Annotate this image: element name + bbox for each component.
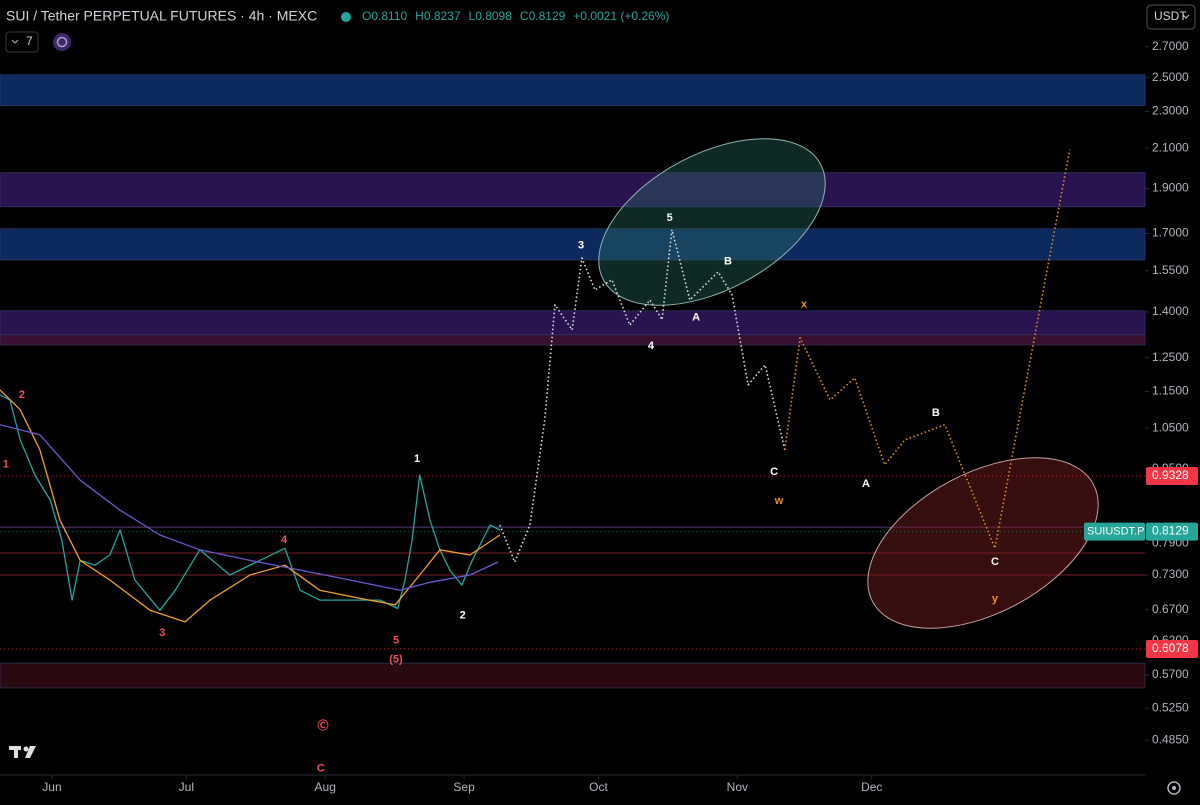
zone (0, 172, 1146, 208)
currency-label: USDT (1154, 9, 1187, 23)
zones (0, 74, 1146, 689)
y-tick-label: 2.3000 (1152, 104, 1189, 118)
wave-label: 5 (667, 212, 673, 224)
y-tick-label: 1.7000 (1152, 226, 1189, 240)
price-tag (1146, 640, 1198, 659)
currency-button[interactable] (1146, 4, 1196, 30)
price-series (0, 389, 501, 623)
zone (0, 74, 1146, 107)
chevron-icon (1182, 14, 1190, 19)
wave-label: 4 (281, 534, 288, 546)
indicator-count: 7 (26, 34, 33, 48)
logo-part (14, 746, 18, 758)
wave-label: 3 (578, 240, 584, 252)
symbol-tag (1084, 522, 1145, 541)
x-tick-label: Sep (453, 780, 475, 794)
ohlc-value: C0.8129 (520, 9, 566, 23)
indicator-toggle[interactable] (5, 31, 39, 53)
y-tick-label: 2.1000 (1152, 140, 1189, 154)
wave-label: 3 (159, 627, 165, 639)
y-tick-label: 0.5700 (1152, 667, 1189, 681)
price-change: +0.0021 (+0.26%) (573, 9, 669, 23)
target-ellipse (598, 138, 826, 306)
zone (0, 662, 1146, 689)
logo-part (25, 746, 36, 758)
y-tick-label: 1.0500 (1152, 420, 1189, 434)
wave-label: 1 (414, 453, 420, 465)
refresh-button[interactable] (53, 33, 71, 51)
wave-label: 1 (3, 459, 9, 471)
zone (0, 228, 1146, 261)
price-series (499, 228, 786, 563)
plot: 1 2 3 4 5 (5) Ⓒ C 1 2 3 5 4 A Bx Cw A B Cy (0, 149, 1145, 775)
price-series (0, 424, 499, 591)
zone (0, 310, 1146, 336)
y-tick-label: 1.5500 (1152, 263, 1189, 277)
x-tick-label: Jun (42, 780, 61, 794)
y-tick-label: 0.6700 (1152, 602, 1189, 616)
y-tick-label: 2.7000 (1152, 39, 1189, 53)
ohlc-value: L0.8098 (469, 9, 513, 23)
x-tick-label: Nov (727, 780, 748, 794)
ohlc-value: H0.8237 (415, 9, 461, 23)
settings-icon (1172, 786, 1176, 790)
wave-label: (5) (389, 654, 403, 666)
wave-label: 4 (648, 340, 655, 352)
y-tick-label: 0.7300 (1152, 567, 1189, 581)
tv-logo (9, 746, 36, 758)
ohlc-value: O0.8110 (362, 9, 407, 23)
x-tick-label: Oct (589, 780, 608, 794)
symbol-tag-label: SUIUSDT.P (1087, 525, 1144, 537)
ohlc: O0.8110 H0.8237 L0.8098 C0.8129 +0.0021 (+0.… (362, 9, 669, 23)
status-dot (341, 12, 351, 22)
y-tick-label: 1.4000 (1152, 304, 1189, 318)
wave-label: B (724, 256, 732, 268)
y-tick-label: 1.9000 (1152, 181, 1189, 195)
wave-label: w (774, 495, 784, 507)
wave-label: A (692, 312, 700, 324)
price-tag-label: 0.8129 (1152, 524, 1189, 538)
y-tick-label: 0.4850 (1152, 732, 1189, 746)
wave-label: C (317, 763, 325, 775)
wave-label: C (770, 466, 778, 478)
price-series (0, 394, 501, 611)
settings-button[interactable] (1167, 781, 1181, 795)
refresh-icon (56, 36, 68, 48)
y-tick-label: 1.1500 (1152, 384, 1189, 398)
wave-label: 2 (19, 389, 25, 401)
wave-label: x (801, 299, 808, 311)
wave-label: 2 (460, 610, 466, 622)
price-tag (1146, 466, 1198, 485)
x-tick-label: Dec (861, 780, 882, 794)
zone (0, 334, 1146, 346)
logo-part (23, 746, 29, 752)
chevron-icon (11, 39, 19, 44)
price-tag-label: 0.6078 (1152, 641, 1189, 655)
price-tag (1146, 522, 1198, 541)
x-tick-label: Jul (179, 780, 194, 794)
wave-label: y (992, 593, 999, 605)
x-tick-label: Aug (315, 780, 336, 794)
wave-label: C (991, 556, 999, 568)
y-tick-label: 2.5000 (1152, 70, 1189, 84)
wave-label: B (932, 407, 940, 419)
wave-label: A (862, 478, 870, 490)
y-tick-label: 1.2500 (1152, 350, 1189, 364)
symbol-title: SUI / Tether PERPETUAL FUTURES · 4h · ME… (6, 8, 317, 24)
y-tick-label: 0.5250 (1152, 700, 1189, 714)
wave-label: 5 (393, 634, 399, 646)
price-tag-label: 0.9328 (1152, 468, 1189, 482)
wave-label: Ⓒ (317, 718, 328, 732)
target-ellipse (867, 457, 1099, 629)
